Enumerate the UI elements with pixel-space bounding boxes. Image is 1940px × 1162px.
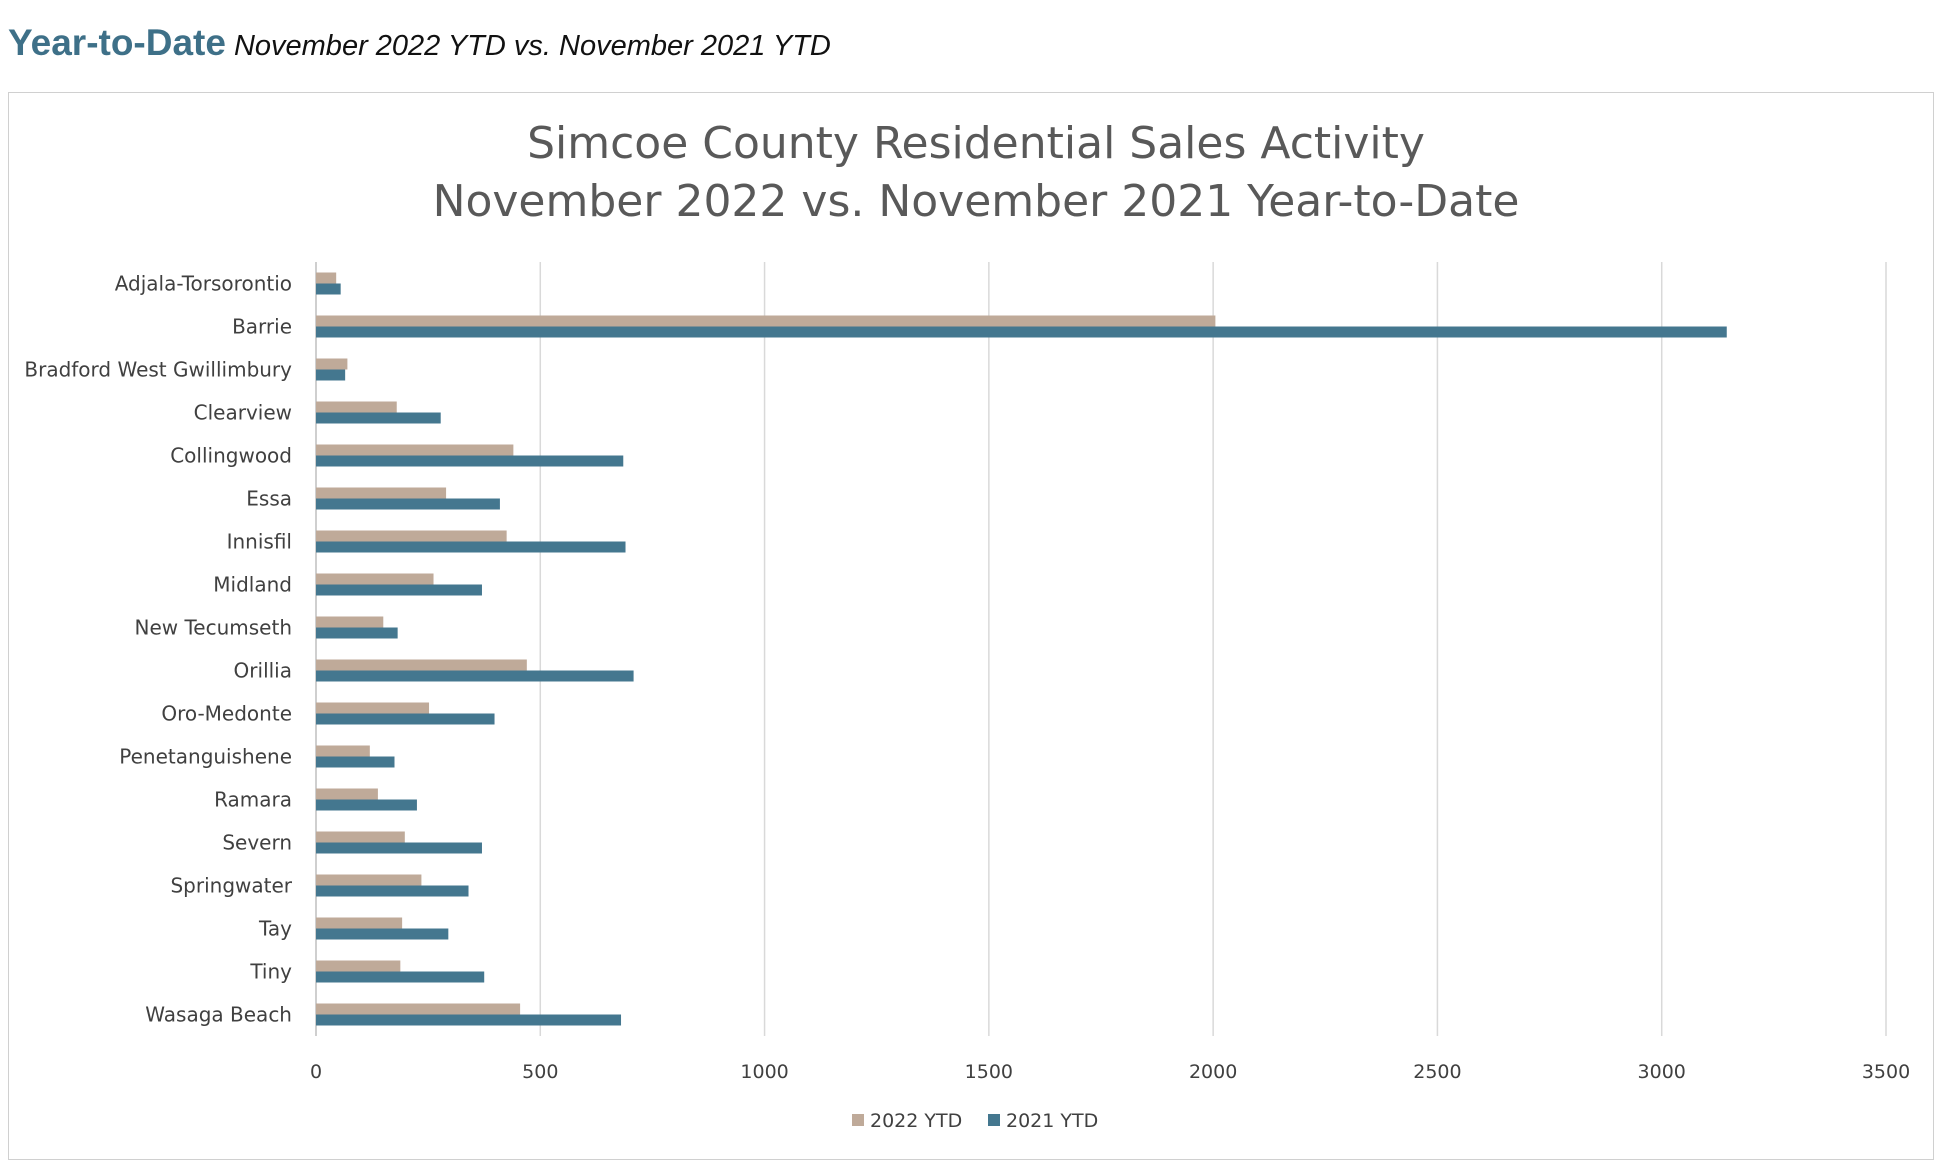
bar-2022-ytd — [316, 444, 514, 456]
category-label: Penetanguishene — [119, 745, 292, 769]
bar-2021-ytd — [316, 283, 341, 295]
bar-2021-ytd — [316, 756, 395, 768]
category-label: Clearview — [194, 401, 292, 425]
bar-2021-ytd — [316, 885, 469, 897]
bar-2022-ytd — [316, 573, 434, 585]
x-tick-label: 1000 — [740, 1061, 788, 1083]
bar-2021-ytd — [316, 799, 417, 811]
category-label: Barrie — [232, 315, 292, 339]
bars — [316, 272, 1727, 1026]
legend-label: 2021 YTD — [1006, 1110, 1098, 1132]
bar-2022-ytd — [316, 487, 447, 499]
x-tick-label: 3500 — [1862, 1061, 1910, 1083]
bar-2022-ytd — [316, 530, 507, 542]
chart-frame — [8, 92, 1934, 1160]
header-subtitle: November 2022 YTD vs. November 2021 YTD — [233, 30, 831, 62]
category-label: Collingwood — [170, 444, 292, 468]
bar-2021-ytd — [316, 412, 441, 424]
bar-2022-ytd — [316, 960, 401, 972]
bar-2022-ytd — [316, 874, 422, 886]
bar-2022-ytd — [316, 315, 1216, 327]
category-label: Orillia — [234, 659, 292, 683]
category-labels: Adjala-Torsorontio Barrie Bradford West Gw… — [24, 272, 292, 1027]
category-label: Bradford West Gwillimbury — [24, 358, 292, 382]
bar-2021-ytd — [316, 971, 485, 983]
x-tick-label: 0 — [310, 1061, 322, 1083]
category-label: New Tecumseth — [135, 616, 293, 640]
category-label: Innisfil — [227, 530, 292, 554]
bar-2021-ytd — [316, 584, 482, 596]
x-tick-label: 1500 — [965, 1061, 1013, 1083]
category-label: Tay — [258, 917, 292, 941]
bar-2022-ytd — [316, 1003, 521, 1015]
x-tick-label: 500 — [522, 1061, 558, 1083]
bar-2021-ytd — [316, 627, 398, 639]
category-label: Tiny — [249, 960, 292, 984]
bar-2021-ytd — [316, 842, 482, 854]
bar-2022-ytd — [316, 272, 337, 284]
bar-2021-ytd — [316, 369, 346, 381]
category-label: Springwater — [170, 874, 292, 898]
x-tick-label: 2000 — [1189, 1061, 1237, 1083]
legend-swatch — [988, 1114, 1000, 1126]
category-label: Oro-Medonte — [161, 702, 292, 726]
bar-2021-ytd — [316, 498, 500, 510]
bar-2021-ytd — [316, 541, 626, 553]
category-label: Essa — [246, 487, 292, 511]
chart-title-line-2: November 2022 vs. November 2021 Year-to-… — [433, 176, 1520, 227]
bar-2022-ytd — [316, 831, 405, 843]
bar-2021-ytd — [316, 928, 449, 940]
x-tick-label: 2500 — [1413, 1061, 1461, 1083]
page-header: Year-to-Date November 2022 YTD vs. Novemb… — [8, 22, 831, 64]
bar-2022-ytd — [316, 788, 378, 800]
bar-2022-ytd — [316, 917, 403, 929]
category-label: Ramara — [214, 788, 292, 812]
bar-2021-ytd — [316, 455, 624, 467]
gridlines — [315, 262, 1887, 1036]
chart-title-line-1: Simcoe County Residential Sales Activity — [527, 118, 1425, 169]
category-label: Adjala-Torsorontio — [115, 272, 292, 296]
category-label: Severn — [222, 831, 292, 855]
category-label: Wasaga Beach — [145, 1003, 292, 1027]
legend-swatch — [852, 1114, 864, 1126]
x-tick-labels: 0 500 1000 1500 2000 2500 3000 3500 — [310, 1061, 1910, 1083]
bar-2021-ytd — [316, 713, 495, 725]
bar-2022-ytd — [316, 659, 527, 671]
category-label: Midland — [213, 573, 292, 597]
bar-2021-ytd — [316, 670, 634, 682]
bar-2021-ytd — [316, 1014, 622, 1026]
legend: 2022 YTD 2021 YTD — [852, 1110, 1098, 1132]
bar-2022-ytd — [316, 745, 370, 757]
bar-2022-ytd — [316, 401, 397, 413]
bar-2022-ytd — [316, 616, 384, 628]
legend-label: 2022 YTD — [870, 1110, 962, 1132]
bar-2022-ytd — [316, 702, 430, 714]
x-tick-label: 3000 — [1638, 1061, 1686, 1083]
bar-2021-ytd — [316, 326, 1727, 338]
header-title: Year-to-Date — [8, 22, 226, 63]
bar-2022-ytd — [316, 358, 348, 370]
